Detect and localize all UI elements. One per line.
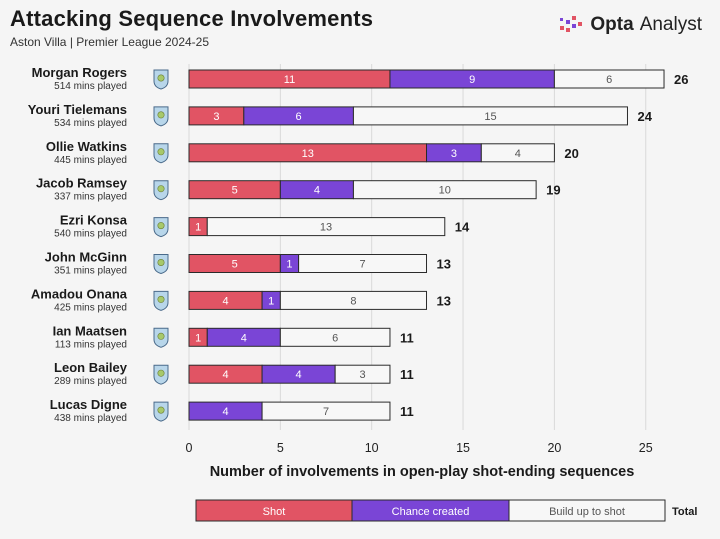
bar-value-label: 13 xyxy=(320,222,332,234)
bar-value-label: 4 xyxy=(241,332,247,344)
bar-total-label: 14 xyxy=(455,220,470,235)
bar-total-label: 11 xyxy=(400,404,414,419)
crest-lion-icon xyxy=(157,406,165,414)
bar-value-label: 8 xyxy=(350,295,356,307)
bar-segment-build-up xyxy=(352,106,628,126)
player-minutes: 113 mins played xyxy=(55,339,127,350)
player-minutes: 337 mins played xyxy=(54,192,127,203)
crest-lion-icon xyxy=(157,369,165,377)
bar-segment-build-up xyxy=(261,401,391,421)
bar-value-label: 4 xyxy=(222,369,228,381)
player-name: Ollie Watkins xyxy=(46,139,127,154)
bar-total-label: 24 xyxy=(637,109,652,124)
bar-value-label: 3 xyxy=(213,111,219,123)
bar-value-label: 4 xyxy=(296,369,302,381)
player-name: Jacob Ramsey xyxy=(36,176,128,191)
x-tick-label: 5 xyxy=(277,441,284,455)
x-tick-label: 20 xyxy=(547,441,561,455)
bar-value-label: 6 xyxy=(332,332,338,344)
player-minutes: 351 mins played xyxy=(54,266,127,277)
bar-segment-build-up xyxy=(334,364,391,384)
player-name: Morgan Rogers xyxy=(32,65,127,80)
bar-value-label: 1 xyxy=(286,259,292,271)
x-axis-label: Number of involvements in open-play shot… xyxy=(210,464,635,480)
bar-segment-build-up xyxy=(553,69,665,89)
crest-lion-icon xyxy=(157,74,165,82)
x-tick-label: 0 xyxy=(186,441,193,455)
bar-value-label: 1 xyxy=(268,295,274,307)
bar-total-label: 19 xyxy=(546,183,560,198)
bar-segment-build-up xyxy=(480,143,555,163)
player-name: Youri Tielemans xyxy=(28,102,127,117)
player-minutes: 534 mins played xyxy=(54,118,127,129)
chart-subtitle: Aston Villa | Premier League 2024-25 xyxy=(10,35,210,49)
bar-value-label: 3 xyxy=(451,148,457,160)
bar-total-label: 11 xyxy=(400,367,414,382)
legend-label: Shot xyxy=(263,506,286,518)
bar-value-label: 11 xyxy=(284,74,295,86)
player-minutes: 425 mins played xyxy=(54,302,127,313)
x-tick-label: 25 xyxy=(639,441,653,455)
bar-value-label: 7 xyxy=(360,259,366,271)
x-tick-label: 15 xyxy=(456,441,470,455)
bar-value-label: 7 xyxy=(323,406,329,418)
legend-total-label: Total xyxy=(672,506,697,518)
chart-title: Attacking Sequence Involvements xyxy=(10,6,374,31)
crest-lion-icon xyxy=(157,148,165,156)
crest-lion-icon xyxy=(157,258,165,266)
player-name: Amadou Onana xyxy=(31,286,128,301)
crest-lion-icon xyxy=(157,111,165,119)
bar-total-label: 11 xyxy=(400,330,414,345)
brand-opta-text: Opta xyxy=(590,14,634,35)
bar-value-label: 4 xyxy=(314,185,320,197)
bar-value-label: 3 xyxy=(360,369,366,381)
x-tick-label: 10 xyxy=(365,441,379,455)
player-name: Lucas Digne xyxy=(50,397,127,412)
bar-value-label: 4 xyxy=(222,295,228,307)
legend-label: Chance created xyxy=(392,506,470,518)
player-minutes: 445 mins played xyxy=(54,155,127,166)
player-name: Ian Maatsen xyxy=(53,323,127,338)
legend-label: Build up to shot xyxy=(549,506,625,518)
crest-lion-icon xyxy=(157,295,165,303)
bar-total-label: 13 xyxy=(437,293,451,308)
crest-lion-icon xyxy=(157,185,165,193)
bar-value-label: 6 xyxy=(296,111,302,123)
bar-segment-build-up xyxy=(298,254,428,273)
bar-value-label: 10 xyxy=(439,185,451,197)
player-name: John McGinn xyxy=(45,250,127,265)
crest-lion-icon xyxy=(157,332,165,340)
player-minutes: 438 mins played xyxy=(54,413,127,424)
bar-value-label: 6 xyxy=(606,74,612,86)
bar-value-label: 4 xyxy=(222,406,228,418)
bar-value-label: 1 xyxy=(195,332,201,344)
bar-value-label: 15 xyxy=(484,111,496,123)
bar-segment-build-up xyxy=(279,290,428,310)
bar-value-label: 9 xyxy=(469,74,475,86)
crest-lion-icon xyxy=(157,222,165,230)
player-minutes: 540 mins played xyxy=(54,229,127,240)
bar-value-label: 13 xyxy=(302,148,314,160)
player-name: Leon Bailey xyxy=(54,360,128,375)
brand-analyst-text: Analyst xyxy=(639,14,702,35)
opta-analyst-logo: Opta Analyst xyxy=(558,14,702,36)
bar-value-label: 1 xyxy=(195,222,201,234)
player-name: Ezri Konsa xyxy=(60,213,128,228)
bar-segment-build-up xyxy=(206,217,446,237)
bar-total-label: 26 xyxy=(674,72,688,87)
bar-value-label: 5 xyxy=(232,185,238,197)
legend-swatch-build-up xyxy=(508,499,666,522)
bar-value-label: 5 xyxy=(232,259,238,271)
player-minutes: 514 mins played xyxy=(54,81,127,92)
opta-logo-icon xyxy=(560,16,583,32)
bar-value-label: 4 xyxy=(515,148,521,160)
bar-segment-build-up xyxy=(279,327,391,347)
player-minutes: 289 mins played xyxy=(54,376,127,387)
bar-total-label: 13 xyxy=(437,257,451,272)
bar-total-label: 20 xyxy=(564,146,578,161)
bar-segment-build-up xyxy=(352,180,537,200)
